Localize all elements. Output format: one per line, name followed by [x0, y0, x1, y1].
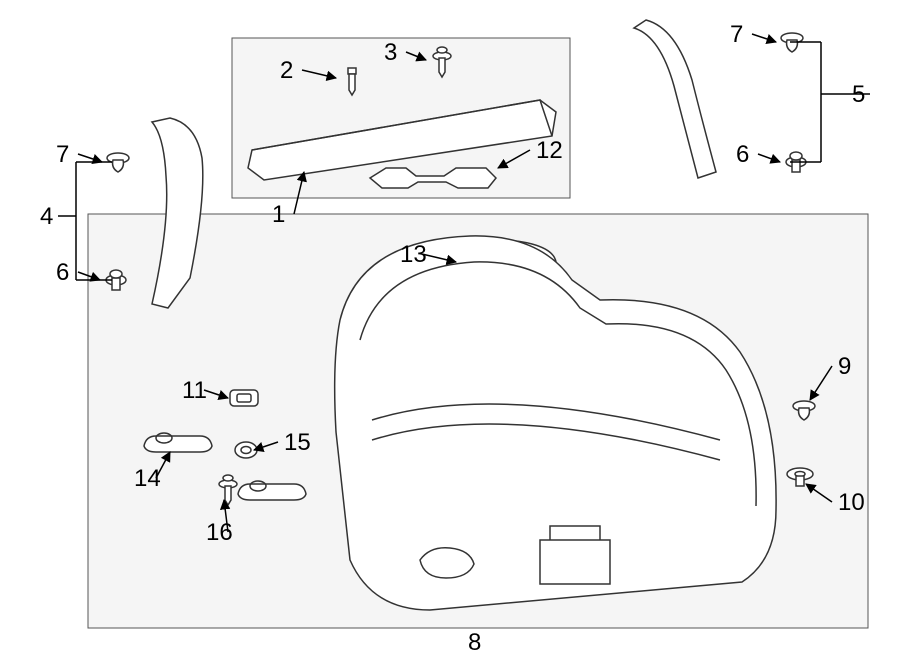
callout-5: 5: [790, 42, 870, 162]
part-5-side-molding-right: [634, 20, 716, 178]
callout-label-6: 6: [56, 259, 69, 286]
callout-8: 8: [468, 629, 481, 656]
callout-label-13: 13: [400, 241, 427, 268]
callout-label-8: 8: [468, 629, 481, 656]
part-14-handle: [144, 433, 212, 452]
callout-label-3: 3: [384, 39, 397, 66]
callout-7: 7: [730, 21, 776, 48]
callout-label-6: 6: [736, 141, 749, 168]
callout-label-7: 7: [56, 141, 69, 168]
callout-6: 6: [736, 141, 780, 168]
callout-label-10: 10: [838, 489, 865, 516]
callout-label-12: 12: [536, 137, 563, 164]
part-15-grommet: [235, 442, 257, 458]
part-14b-handle: [238, 481, 306, 500]
callout-label-15: 15: [284, 429, 311, 456]
callout-label-5: 5: [852, 81, 865, 108]
callout-label-11: 11: [182, 377, 207, 404]
callout-label-9: 9: [838, 353, 851, 380]
callout-label-16: 16: [206, 519, 233, 546]
callout-label-7: 7: [730, 21, 743, 48]
callout-label-2: 2: [280, 57, 293, 84]
callout-label-14: 14: [134, 465, 161, 492]
part-2-screw: [348, 68, 356, 95]
callout-label-1: 1: [272, 201, 285, 228]
part-11-bezel: [230, 390, 258, 406]
callout-7-b: 7: [56, 141, 102, 168]
callout-label-4: 4: [40, 203, 53, 230]
